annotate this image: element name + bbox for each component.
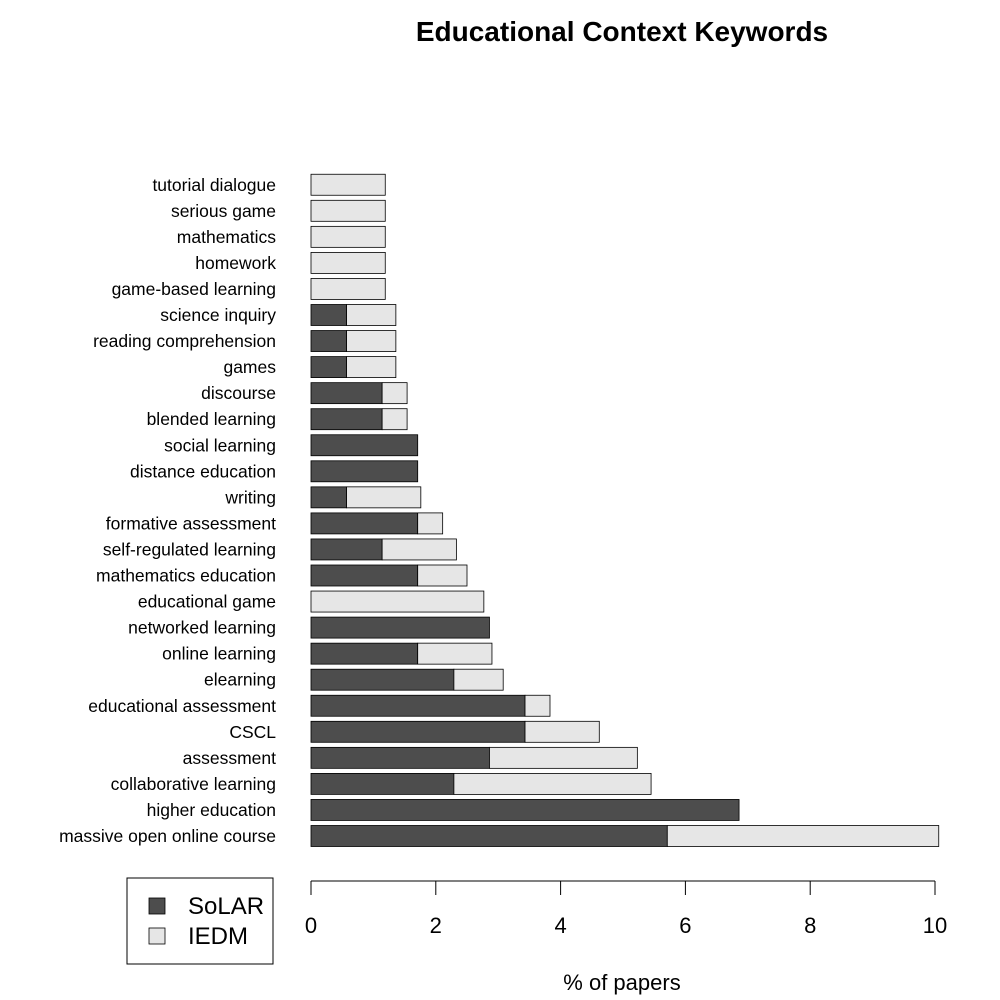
- bar-iedm-13: [346, 486, 422, 509]
- category-label: homework: [195, 253, 276, 273]
- x-tick-label: 10: [923, 913, 947, 938]
- bar-iedm-21: [310, 278, 386, 300]
- bar-iedm-20: [346, 304, 397, 326]
- bar-solar-3: [310, 746, 490, 769]
- category-label: online learning: [162, 644, 276, 664]
- legend-label-iedm: IEDM: [188, 923, 248, 950]
- category-label: mathematics: [177, 227, 276, 247]
- bar-solar-19: [310, 330, 347, 352]
- category-label: writing: [224, 487, 276, 507]
- bar-solar-15: [310, 434, 419, 457]
- bar-iedm-16: [381, 408, 408, 431]
- category-label: elearning: [204, 670, 276, 690]
- bar-solar-10: [310, 564, 419, 587]
- bar-iedm-7: [417, 642, 493, 665]
- bar-solar-11: [310, 538, 383, 561]
- bars-group: [310, 173, 940, 847]
- bar-solar-0: [310, 825, 668, 847]
- category-label: mathematics education: [96, 566, 276, 586]
- category-label: collaborative learning: [111, 774, 276, 794]
- bar-iedm-9: [310, 590, 485, 613]
- bar-iedm-17: [381, 382, 408, 405]
- bar-iedm-4: [524, 720, 600, 743]
- bar-solar-1: [310, 799, 740, 821]
- legend-label-solar: SoLAR: [188, 893, 264, 920]
- category-label: reading comprehension: [93, 331, 276, 351]
- category-label: blended learning: [147, 409, 276, 429]
- category-label: educational assessment: [88, 696, 276, 716]
- bar-iedm-10: [417, 564, 468, 587]
- bar-iedm-6: [453, 668, 504, 691]
- bar-iedm-12: [417, 512, 444, 535]
- bar-iedm-22: [310, 251, 386, 274]
- legend-box: [126, 877, 274, 965]
- category-label: games: [223, 357, 276, 377]
- x-tick-label: 6: [679, 913, 691, 938]
- bar-solar-5: [310, 694, 526, 717]
- bar-solar-18: [310, 356, 347, 379]
- bar-iedm-0: [666, 825, 940, 847]
- bar-solar-17: [310, 382, 383, 405]
- bar-solar-6: [310, 668, 455, 691]
- category-labels: massive open online course higher educati…: [59, 175, 276, 846]
- category-label: science inquiry: [160, 305, 276, 325]
- category-label: educational game: [138, 592, 276, 612]
- legend-swatch-solar: [148, 897, 166, 915]
- bar-iedm-3: [489, 746, 638, 769]
- x-tick-label: 4: [554, 913, 566, 938]
- category-label: assessment: [183, 748, 277, 768]
- bar-solar-20: [310, 304, 347, 326]
- x-axis: 0 2 4 6 8 10: [305, 880, 947, 938]
- bar-solar-16: [310, 408, 383, 431]
- category-label: discourse: [201, 383, 276, 403]
- x-tick-label: 8: [804, 913, 816, 938]
- x-tick-label: 2: [430, 913, 442, 938]
- bar-solar-2: [310, 773, 455, 795]
- bar-solar-7: [310, 642, 419, 665]
- bar-iedm-5: [524, 694, 551, 717]
- bar-iedm-2: [453, 773, 652, 795]
- category-label: massive open online course: [59, 826, 276, 846]
- bar-solar-4: [310, 720, 526, 743]
- x-tick-label: 0: [305, 913, 317, 938]
- category-label: higher education: [147, 800, 276, 820]
- bar-solar-14: [310, 460, 419, 483]
- legend: SoLAR IEDM: [126, 877, 274, 965]
- bar-solar-13: [310, 486, 347, 509]
- bar-iedm-24: [310, 199, 386, 222]
- category-label: social learning: [164, 435, 276, 455]
- category-label: game-based learning: [112, 279, 276, 299]
- category-label: serious game: [171, 201, 276, 221]
- bar-iedm-11: [381, 538, 457, 561]
- category-label: tutorial dialogue: [152, 175, 276, 195]
- bar-iedm-18: [346, 356, 397, 379]
- category-label: CSCL: [229, 722, 276, 742]
- legend-swatch-iedm: [148, 927, 166, 945]
- category-label: formative assessment: [106, 513, 276, 533]
- bar-solar-8: [310, 616, 490, 639]
- chart-title: Educational Context Keywords: [416, 16, 828, 47]
- category-label: self-regulated learning: [103, 539, 276, 559]
- x-axis-label: % of papers: [563, 970, 680, 995]
- bar-iedm-19: [346, 330, 397, 352]
- bar-iedm-23: [310, 225, 386, 248]
- category-label: networked learning: [128, 618, 276, 638]
- bar-solar-12: [310, 512, 419, 535]
- bar-iedm-25: [310, 173, 386, 196]
- category-label: distance education: [130, 461, 276, 481]
